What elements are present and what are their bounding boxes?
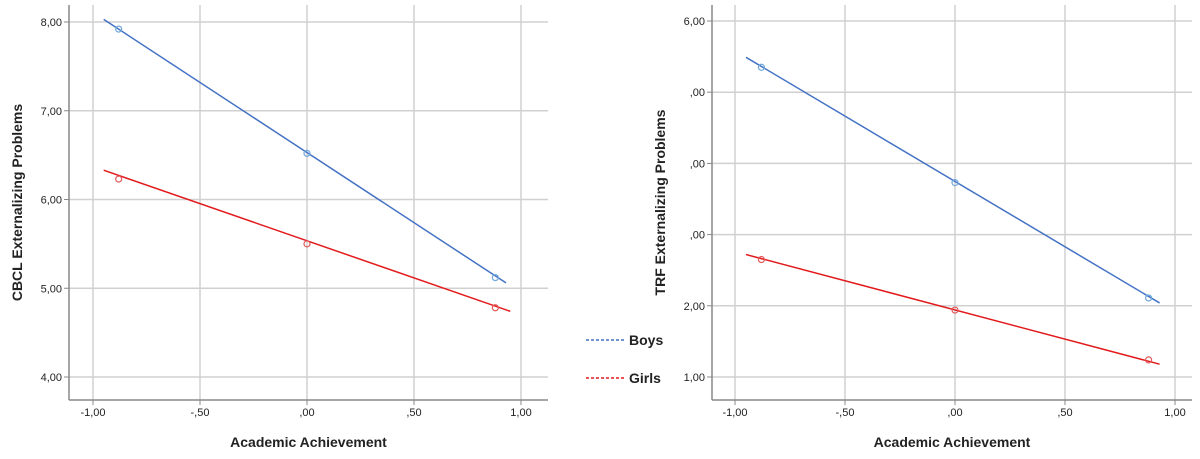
x-tick-label: ,00 bbox=[947, 407, 962, 419]
y-tick-label: ,00 bbox=[690, 158, 705, 170]
boys-data-point bbox=[1144, 294, 1153, 302]
x-tick-label: -1,00 bbox=[722, 407, 747, 419]
girls-data-point bbox=[303, 240, 311, 248]
y-axis-title: TRF Externalizing Problems bbox=[652, 109, 668, 295]
x-tick-label: ,50 bbox=[1057, 407, 1072, 419]
x-tick-label: -,50 bbox=[836, 407, 855, 419]
y-tick-label: 7,00 bbox=[41, 106, 62, 118]
y-tick-label: 6,00 bbox=[41, 195, 62, 207]
x-tick-label: -1,00 bbox=[80, 407, 105, 419]
y-tick-label: 5,00 bbox=[41, 283, 62, 295]
y-tick-label: ,00 bbox=[690, 230, 705, 242]
y-tick-label: 6,00 bbox=[684, 16, 705, 28]
x-tick-label: 1,00 bbox=[1164, 407, 1185, 419]
girls-data-point bbox=[757, 255, 766, 264]
boys-data-point bbox=[757, 63, 766, 71]
girls-data-point bbox=[115, 175, 123, 183]
boys-data-point bbox=[491, 274, 499, 282]
legend-girls-label: Girls bbox=[629, 370, 661, 386]
y-tick-label: ,00 bbox=[690, 87, 705, 99]
boys-data-point bbox=[115, 25, 123, 33]
x-tick-label: ,00 bbox=[299, 407, 314, 419]
girls-data-point bbox=[951, 306, 959, 314]
girls-fit-line bbox=[745, 253, 1160, 365]
x-axis-title: Academic Achievement bbox=[874, 434, 1031, 450]
trf-chart: 6,00 ,00 ,00 ,00 2,00 1,00 -1,00 -,50 ,00 ,50 1,00… bbox=[652, 5, 1192, 450]
legend-boys-label: Boys bbox=[629, 332, 663, 348]
y-tick-label: 1,00 bbox=[684, 372, 705, 384]
y-tick-label: 8,00 bbox=[41, 17, 62, 29]
y-axis-title: CBCL Externalizing Problems bbox=[9, 104, 25, 302]
x-tick-label: -,50 bbox=[191, 407, 210, 419]
boys-data-point bbox=[951, 179, 959, 187]
y-tick-label: 2,00 bbox=[684, 301, 705, 313]
legend: Boys Girls bbox=[586, 332, 663, 386]
x-tick-label: 1,00 bbox=[510, 407, 531, 419]
cbcl-chart: 8,00 7,00 6,00 5,00 4,00 -1,00 -,50 ,00 ,50 1,00 A… bbox=[9, 5, 548, 450]
boys-data-point bbox=[303, 149, 311, 157]
girls-data-point bbox=[1144, 356, 1153, 364]
y-tick-label: 4,00 bbox=[41, 372, 62, 384]
x-tick-label: ,50 bbox=[406, 407, 421, 419]
x-axis-title: Academic Achievement bbox=[230, 434, 387, 450]
girls-data-point bbox=[491, 304, 499, 312]
